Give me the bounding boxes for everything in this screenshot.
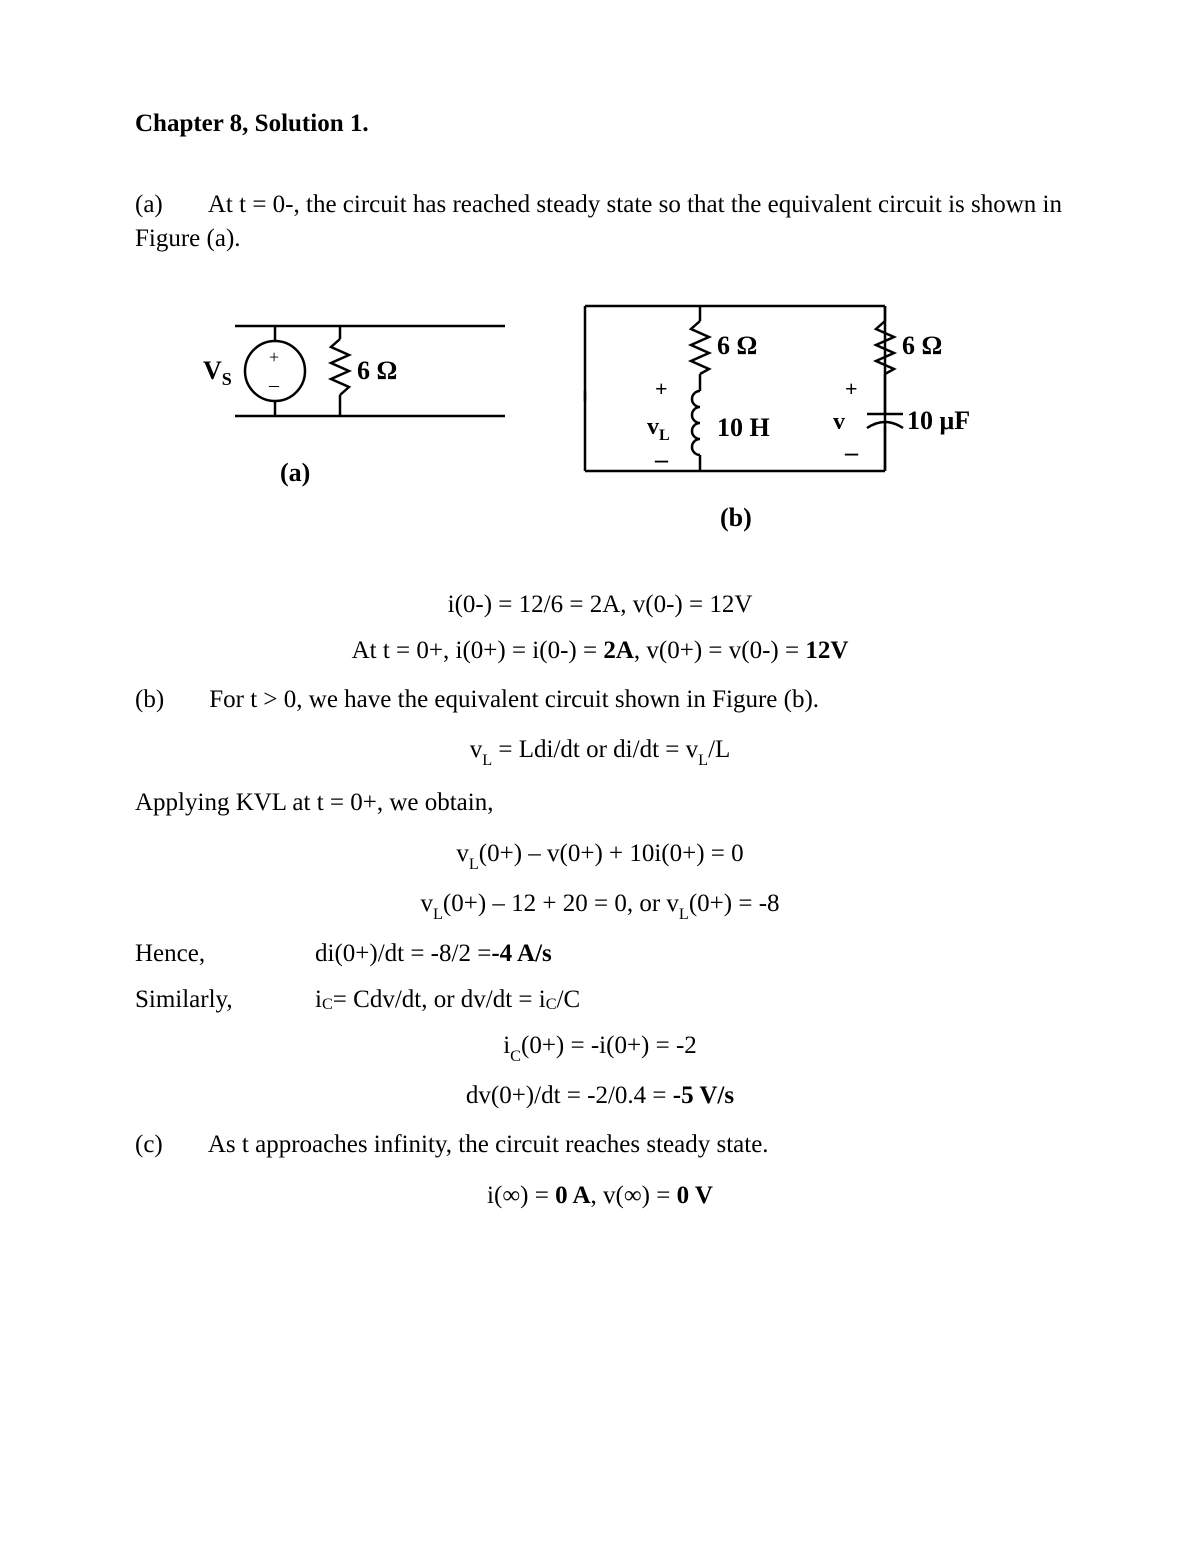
similarly-label: Similarly, (135, 986, 315, 1014)
inductor-label: 10 H (717, 413, 770, 442)
kvl-text: Applying KVL at t = 0+, we obtain, (135, 786, 1065, 820)
equation-10: i(∞) = 0 A, v(∞) = 0 V (135, 1182, 1065, 1210)
chapter-title: Chapter 8, Solution 1. (135, 110, 1065, 138)
fig-a-resistor-label: 6 Ω (357, 356, 397, 385)
figure-b: 6 Ω 6 Ω + – vL 10 H (585, 306, 970, 532)
v-label: v (833, 409, 845, 435)
svg-text:VS: VS (203, 356, 232, 389)
part-b-body: For t > 0, we have the equivalent circui… (209, 686, 819, 713)
vs-label: V (203, 356, 222, 385)
fig-b-r1-label: 6 Ω (717, 331, 757, 360)
equation-4: vL(0+) – v(0+) + 10i(0+) = 0 (135, 840, 1065, 872)
hence-label: Hence, (135, 940, 315, 968)
part-c-label: (c) (135, 1128, 203, 1162)
fig-b-r2-label: 6 Ω (902, 331, 942, 360)
equation-5: vL(0+) – 12 + 20 = 0, or vL(0+) = -8 (135, 890, 1065, 922)
svg-text:–: – (268, 374, 280, 396)
svg-text:–: – (844, 438, 859, 467)
equation-7-row: Similarly, iC = Cdv/dt, or dv/dt = iC/C (135, 986, 1065, 1014)
vl-sub: L (659, 427, 670, 444)
fig-a-caption: (a) (280, 458, 310, 487)
part-a-label: (a) (135, 188, 203, 222)
figures-row: + – VS 6 Ω (a) (135, 296, 1065, 561)
equation-2: At t = 0+, i(0+) = i(0-) = 2A, v(0+) = v… (135, 637, 1065, 665)
equation-3: vL = Ldi/dt or di/dt = vL/L (135, 736, 1065, 768)
part-b-label: (b) (135, 683, 203, 717)
equation-9: dv(0+)/dt = -2/0.4 = -5 V/s (135, 1082, 1065, 1110)
equation-1: i(0-) = 12/6 = 2A, v(0-) = 12V (135, 591, 1065, 619)
capacitor-label: 10 μF (907, 406, 970, 435)
part-a-text: (a) At t = 0-, the circuit has reached s… (135, 188, 1065, 256)
svg-text:+: + (269, 347, 279, 367)
part-b-text: (b) For t > 0, we have the equivalent ci… (135, 683, 1065, 717)
part-c-body: As t approaches infinity, the circuit re… (208, 1131, 769, 1158)
svg-text:–: – (654, 445, 669, 474)
page: Chapter 8, Solution 1. (a) At t = 0-, th… (0, 0, 1200, 1553)
vl-label: v (647, 414, 659, 440)
vs-sub: S (222, 369, 232, 389)
part-c-text: (c) As t approaches infinity, the circui… (135, 1128, 1065, 1162)
circuit-figures: + – VS 6 Ω (a) (135, 296, 1065, 556)
equation-6-row: Hence, di(0+)/dt = -8/2 = -4 A/s (135, 940, 1065, 968)
part-a-body: At t = 0-, the circuit has reached stead… (135, 191, 1062, 252)
svg-text:vL: vL (647, 414, 670, 444)
fig-b-caption: (b) (720, 503, 752, 532)
svg-text:+: + (845, 376, 858, 401)
svg-text:+: + (655, 376, 668, 401)
equation-8: iC(0+) = -i(0+) = -2 (135, 1032, 1065, 1064)
figure-a: + – VS 6 Ω (a) (203, 326, 505, 487)
